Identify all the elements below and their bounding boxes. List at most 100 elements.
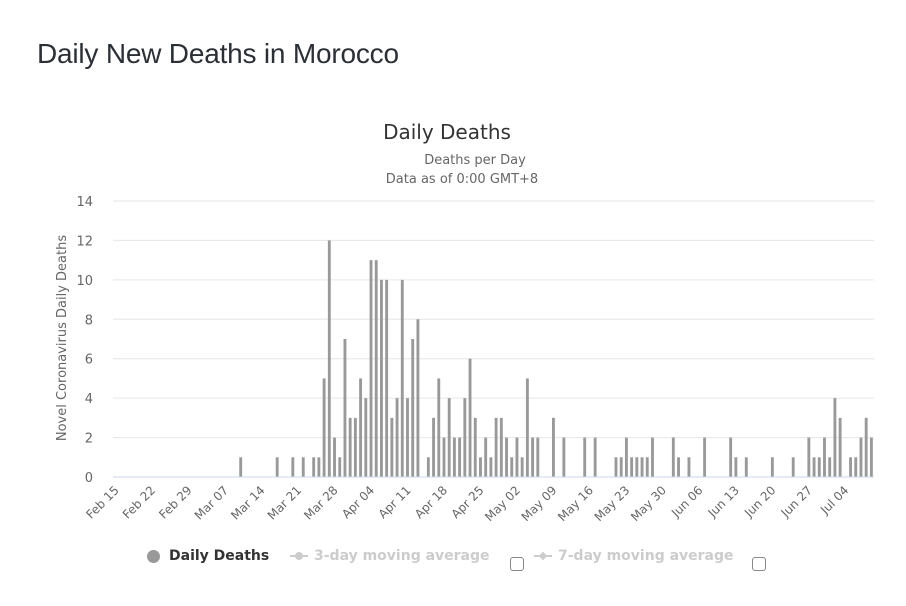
y-tick-label: 6 <box>85 353 93 368</box>
chart-title: Daily Deaths <box>383 120 511 144</box>
bar[interactable] <box>807 437 811 477</box>
legend-daily-deaths-label: Daily Deaths <box>169 548 270 564</box>
bar[interactable] <box>275 457 279 477</box>
ma3-checkbox[interactable] <box>510 557 524 571</box>
bar[interactable] <box>317 457 321 477</box>
bar[interactable] <box>817 457 821 477</box>
bar[interactable] <box>353 417 357 477</box>
legend-ma7-label: 7-day moving average <box>558 548 734 564</box>
x-tick-label: Apr 25 <box>449 483 487 521</box>
bar[interactable] <box>869 437 873 477</box>
bar[interactable] <box>823 437 826 477</box>
bar[interactable] <box>791 457 795 477</box>
legend-daily-deaths[interactable]: Daily Deaths <box>147 548 269 564</box>
bar[interactable] <box>406 398 409 477</box>
bar[interactable] <box>645 457 649 477</box>
bar[interactable] <box>562 437 566 477</box>
bar[interactable] <box>458 437 462 477</box>
x-tick-label: May 23 <box>592 483 633 524</box>
x-tick-label: Jun 13 <box>705 483 742 520</box>
bar[interactable] <box>859 437 863 477</box>
bar[interactable] <box>400 279 404 477</box>
bar[interactable] <box>499 417 503 477</box>
page-title: Daily New Deaths in Morocco <box>37 38 399 69</box>
bar[interactable] <box>635 457 639 477</box>
bar[interactable] <box>489 457 493 477</box>
bar[interactable] <box>301 457 305 477</box>
x-tick-label: Apr 18 <box>412 483 450 521</box>
bar[interactable] <box>385 279 389 477</box>
bar[interactable] <box>364 398 368 477</box>
bar[interactable] <box>239 457 243 477</box>
bar[interactable] <box>833 398 837 477</box>
bar[interactable] <box>343 339 347 477</box>
y-tick-label: 2 <box>85 432 93 447</box>
bar[interactable] <box>374 260 378 477</box>
bar[interactable] <box>312 457 316 477</box>
bar[interactable] <box>348 417 352 477</box>
bar[interactable] <box>484 437 488 477</box>
bar[interactable] <box>624 437 628 477</box>
bar[interactable] <box>327 240 331 477</box>
bar[interactable] <box>734 457 738 477</box>
bar[interactable] <box>473 417 477 477</box>
bar[interactable] <box>380 279 383 477</box>
bar[interactable] <box>552 417 555 477</box>
bar[interactable] <box>651 437 654 477</box>
bar[interactable] <box>416 319 420 477</box>
bar[interactable] <box>770 457 774 477</box>
bar[interactable] <box>479 457 482 477</box>
bar[interactable] <box>463 398 467 477</box>
bar[interactable] <box>338 457 342 477</box>
bar[interactable] <box>390 417 394 477</box>
x-tick-label: Apr 04 <box>339 483 377 521</box>
bar[interactable] <box>687 457 691 477</box>
bar[interactable] <box>703 437 707 477</box>
y-axis-ticks: 0 2 4 6 8 10 12 14 <box>76 195 93 486</box>
bar[interactable] <box>614 457 618 477</box>
bar[interactable] <box>744 457 748 477</box>
bar[interactable] <box>322 378 326 477</box>
x-tick-label: May 16 <box>555 483 596 524</box>
bar[interactable] <box>333 437 336 477</box>
bar[interactable] <box>468 358 472 477</box>
bar[interactable] <box>359 378 363 477</box>
bar[interactable] <box>447 398 451 477</box>
bar[interactable] <box>677 457 680 477</box>
bar[interactable] <box>729 437 733 477</box>
bar[interactable] <box>640 457 644 477</box>
bar[interactable] <box>525 378 529 477</box>
bar[interactable] <box>854 457 858 477</box>
bar[interactable] <box>395 398 399 477</box>
bar[interactable] <box>505 437 508 477</box>
bar[interactable] <box>437 378 441 477</box>
bar[interactable] <box>583 437 587 477</box>
bar[interactable] <box>520 457 524 477</box>
bar[interactable] <box>536 437 540 477</box>
bar[interactable] <box>593 437 597 477</box>
bar[interactable] <box>291 457 295 477</box>
bar[interactable] <box>849 457 852 477</box>
bar[interactable] <box>369 260 373 477</box>
bar[interactable] <box>515 437 519 477</box>
legend-3-day-moving-average[interactable]: 3-day moving average <box>290 548 490 564</box>
bar[interactable] <box>442 437 446 477</box>
bar[interactable] <box>452 437 456 477</box>
bar[interactable] <box>864 417 868 477</box>
bar[interactable] <box>671 437 675 477</box>
bar[interactable] <box>432 417 435 477</box>
ma7-checkbox[interactable] <box>752 557 766 571</box>
bar[interactable] <box>812 457 816 477</box>
bar[interactable] <box>531 437 535 477</box>
bar[interactable] <box>494 417 498 477</box>
legend-7-day-moving-average[interactable]: 7-day moving average <box>534 548 734 564</box>
bar[interactable] <box>426 457 430 477</box>
bar[interactable] <box>510 457 514 477</box>
bar[interactable] <box>630 457 634 477</box>
bars <box>239 240 873 477</box>
bar[interactable] <box>838 417 842 477</box>
y-tick-label: 0 <box>85 471 93 486</box>
bar[interactable] <box>828 457 832 477</box>
bar[interactable] <box>411 339 415 477</box>
bar[interactable] <box>619 457 623 477</box>
